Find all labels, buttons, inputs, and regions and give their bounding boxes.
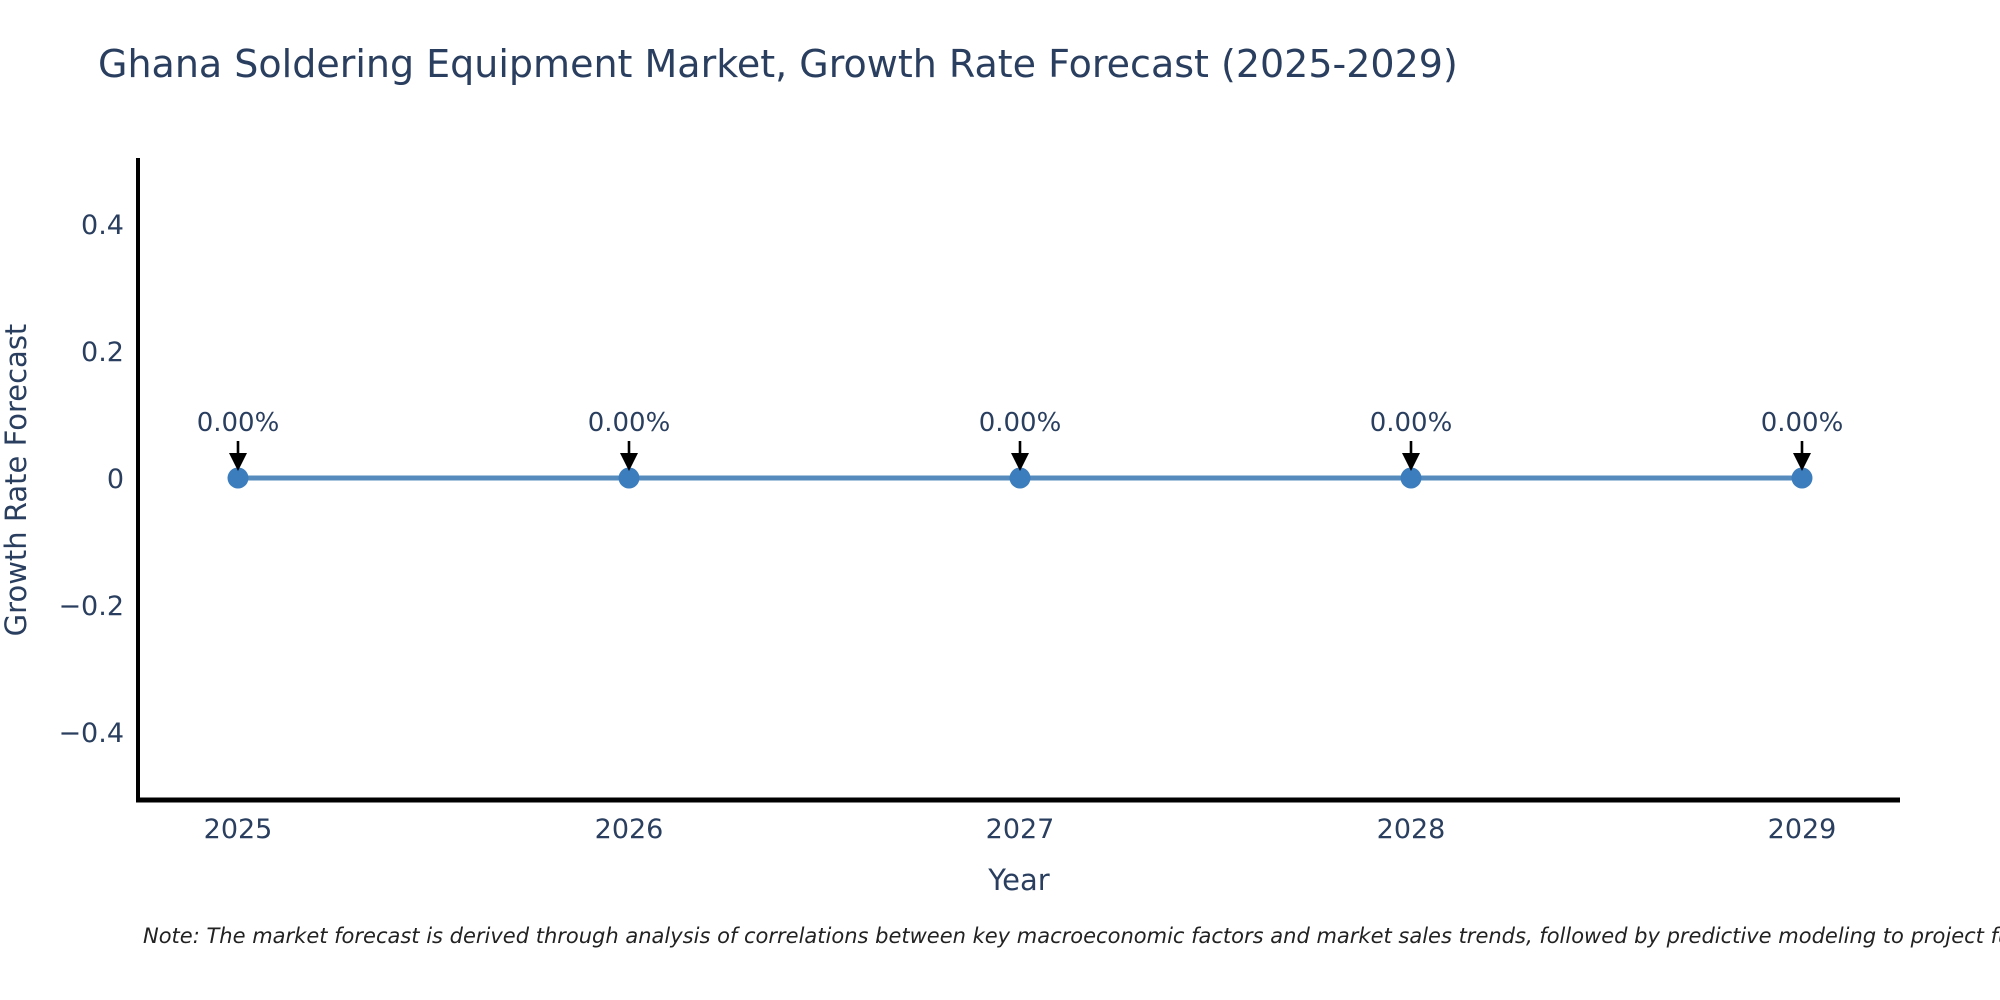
y-tick-label: −0.2 xyxy=(58,591,124,622)
annotation-arrowhead xyxy=(1793,453,1811,471)
x-tick-label: 2029 xyxy=(1768,814,1837,845)
x-tick-label: 2025 xyxy=(204,814,273,845)
x-tick-label: 2028 xyxy=(1377,814,1446,845)
y-tick-label: −0.4 xyxy=(58,718,124,749)
point-label: 0.00% xyxy=(197,408,280,438)
data-point xyxy=(618,467,640,489)
point-label: 0.00% xyxy=(979,408,1062,438)
y-axis-title: Growth Rate Forecast xyxy=(0,324,33,637)
annotation-arrowhead xyxy=(229,453,247,471)
y-tick-label: 0.2 xyxy=(81,337,124,368)
annotation-arrowhead xyxy=(1402,453,1420,471)
y-tick-label: 0 xyxy=(107,464,124,495)
y-tick-label: 0.4 xyxy=(81,210,124,241)
chart-title: Ghana Soldering Equipment Market, Growth… xyxy=(98,42,1458,86)
data-series xyxy=(227,467,1813,489)
data-point xyxy=(1400,467,1422,489)
point-annotations: 0.00% 0.00% 0.00% 0.00% 0.00% xyxy=(197,408,1844,471)
point-label: 0.00% xyxy=(1370,408,1453,438)
x-tick-label: 2027 xyxy=(986,814,1055,845)
annotation-arrowhead xyxy=(620,453,638,471)
data-point xyxy=(1009,467,1031,489)
x-tick-label: 2026 xyxy=(595,814,664,845)
annotation-arrowhead xyxy=(1011,453,1029,471)
point-label: 0.00% xyxy=(1761,408,1844,438)
point-label: 0.00% xyxy=(588,408,671,438)
data-point xyxy=(1791,467,1813,489)
y-tick-labels: 0.4 0.2 0 −0.2 −0.4 xyxy=(58,210,124,749)
footnote: Note: The market forecast is derived thr… xyxy=(143,924,2000,948)
x-tick-labels: 2025 2026 2027 2028 2029 xyxy=(204,814,1837,845)
data-point xyxy=(227,467,249,489)
x-axis-title: Year xyxy=(987,863,1049,897)
